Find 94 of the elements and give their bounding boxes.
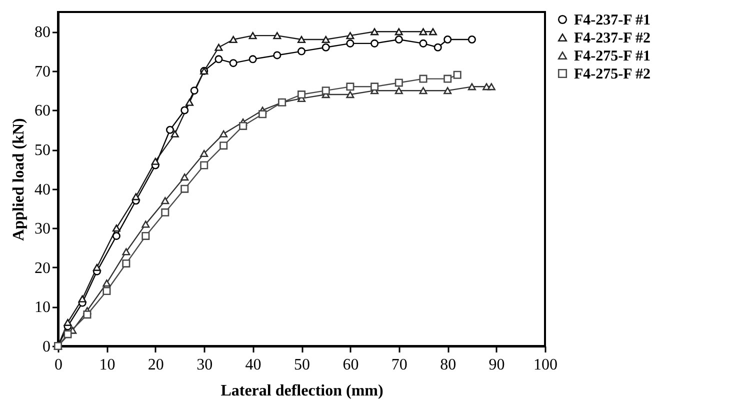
- point: [122, 248, 130, 256]
- point: [151, 158, 160, 165]
- point: [102, 280, 111, 287]
- point: [346, 82, 354, 91]
- point: [122, 259, 130, 268]
- point: [248, 32, 257, 40]
- x-tick-label: 0: [54, 356, 62, 374]
- point: [78, 295, 86, 302]
- point: [190, 86, 198, 95]
- point: [180, 173, 189, 181]
- x-tick-label: 30: [196, 356, 213, 374]
- point: [297, 36, 306, 44]
- x-tick-label: 90: [488, 356, 505, 374]
- point: [142, 220, 150, 228]
- x-tick-label: 60: [342, 356, 359, 374]
- point: [102, 286, 111, 295]
- point: [453, 70, 462, 79]
- point: [346, 90, 354, 98]
- point: [273, 32, 282, 40]
- point: [444, 87, 452, 94]
- point: [112, 232, 120, 240]
- point: [92, 264, 101, 271]
- y-tick-label: 30: [34, 220, 50, 238]
- x-tick-label: 40: [245, 356, 262, 374]
- point: [83, 310, 92, 319]
- y-tick-label: 20: [34, 260, 50, 277]
- x-tick-label: 10: [99, 356, 116, 374]
- point: [370, 82, 379, 91]
- x-tick-label: 20: [148, 356, 164, 374]
- point: [444, 74, 452, 83]
- legend-label: F4-237-F #2: [574, 30, 651, 46]
- x-tick-label: 100: [534, 356, 558, 374]
- point: [394, 87, 403, 94]
- point: [64, 330, 72, 338]
- point: [370, 28, 379, 36]
- point: [132, 193, 140, 200]
- point: [220, 130, 228, 138]
- point: [161, 197, 170, 204]
- point: [185, 98, 194, 106]
- point: [322, 36, 330, 44]
- y-tick-label: 50: [34, 142, 50, 160]
- point: [419, 87, 428, 94]
- point: [394, 28, 403, 36]
- point: [394, 36, 403, 44]
- point: [142, 232, 150, 240]
- y-tick-label: 80: [34, 24, 50, 42]
- legend-label: F4-275-F #2: [574, 66, 651, 82]
- y-axis-title: Applied load (kN): [10, 118, 28, 241]
- y-tick-label: 60: [34, 102, 50, 120]
- point: [322, 86, 330, 95]
- x-tick-label: 80: [440, 356, 456, 374]
- legend-label: F4-275-F #1: [574, 48, 651, 64]
- point: [297, 47, 306, 56]
- point: [468, 36, 476, 44]
- point: [370, 39, 379, 48]
- y-tick-label: 10: [34, 299, 50, 316]
- point: [239, 122, 248, 130]
- point: [444, 36, 452, 44]
- x-axis-title: Lateral deflection (mm): [220, 382, 384, 400]
- point: [419, 28, 428, 36]
- point: [200, 150, 208, 158]
- point: [220, 142, 228, 150]
- point: [322, 43, 330, 52]
- legend-label: F4-237-F #1: [574, 12, 651, 28]
- point: [468, 83, 476, 90]
- point: [229, 36, 238, 44]
- point: [273, 51, 282, 60]
- point: [214, 44, 223, 51]
- point: [394, 78, 403, 87]
- point: [434, 43, 442, 52]
- point: [64, 318, 72, 326]
- point: [248, 55, 257, 64]
- point: [487, 83, 496, 90]
- point: [112, 224, 120, 232]
- point: [161, 208, 170, 216]
- point: [297, 90, 306, 99]
- y-tick-label: 70: [34, 63, 50, 80]
- point: [428, 28, 437, 36]
- point: [170, 130, 179, 138]
- point: [180, 184, 189, 193]
- y-tick-label: 40: [34, 181, 50, 198]
- point: [180, 106, 189, 114]
- point: [419, 39, 428, 48]
- point: [229, 59, 238, 68]
- point: [200, 161, 208, 170]
- point: [214, 55, 223, 64]
- y-tick-label: 0: [42, 338, 50, 356]
- point: [346, 32, 354, 40]
- point: [166, 126, 174, 134]
- point: [258, 110, 267, 118]
- x-tick-label: 70: [391, 356, 408, 374]
- point: [419, 74, 428, 83]
- x-tick-label: 50: [294, 356, 310, 374]
- point: [346, 39, 354, 48]
